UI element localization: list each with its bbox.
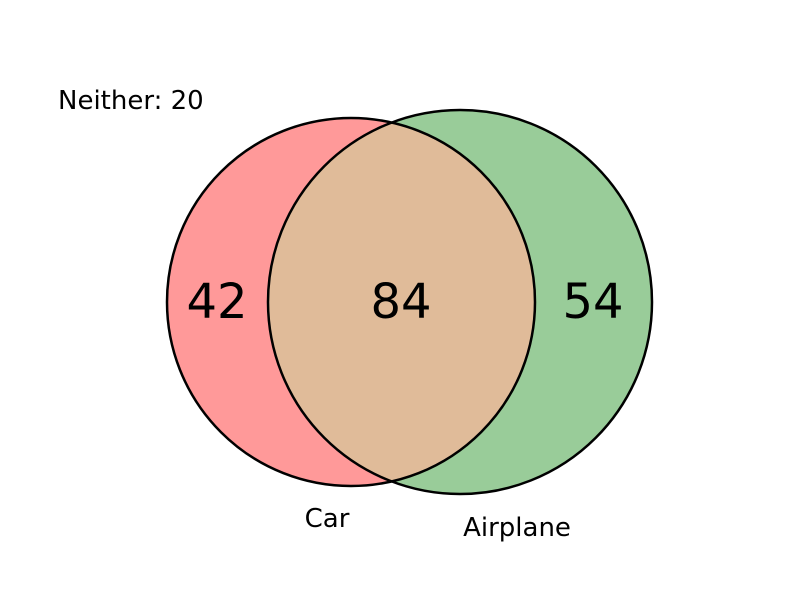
car-set-label: Car: [305, 504, 350, 534]
intersection-region: [268, 118, 535, 486]
car-circle-outline: [165, 116, 537, 488]
airplane-only-count: 54: [562, 274, 623, 330]
car-only-count: 42: [186, 274, 247, 330]
intersection-count: 84: [370, 274, 431, 330]
airplane-circle-outline: [266, 108, 654, 496]
airplane-set-label: Airplane: [463, 513, 571, 543]
neither-label: Neither: 20: [58, 86, 204, 116]
